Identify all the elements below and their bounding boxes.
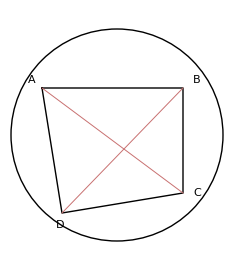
Text: B: B [193,75,201,85]
Text: A: A [28,75,36,85]
Text: C: C [193,188,201,198]
Text: D: D [56,220,64,230]
